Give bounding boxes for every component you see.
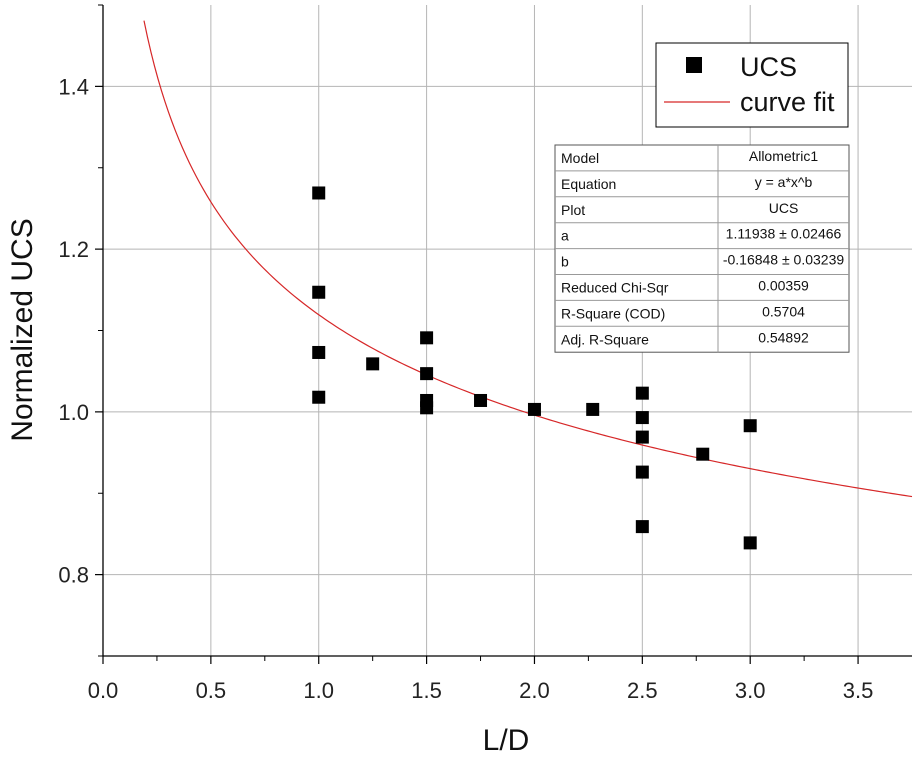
fit-table-label: Plot: [561, 202, 585, 218]
data-point-ucs: [420, 367, 434, 381]
x-tick-label: 2.5: [627, 678, 658, 703]
x-tick-label: 0.0: [88, 678, 119, 703]
fit-statistics-table: Model Allometric1 Equation y = a*x^b Plot UCS…: [554, 144, 850, 353]
y-tick-label: 1.0: [58, 400, 89, 425]
x-tick-label: 0.5: [196, 678, 227, 703]
data-point-ucs: [635, 465, 649, 479]
y-tick-label: 1.4: [58, 74, 89, 99]
data-point-ucs: [743, 419, 757, 433]
points-layer: [312, 186, 757, 550]
fit-table-value: 0.00359: [758, 278, 809, 294]
fit-table-label: Reduced Chi-Sqr: [561, 280, 669, 296]
fit-table-label: Equation: [561, 176, 616, 192]
fit-table-value: y = a*x^b: [755, 174, 813, 190]
fit-table-value: -0.16848 ± 0.03239: [723, 252, 845, 268]
data-point-ucs: [420, 401, 434, 415]
x-tick-label: 1.5: [411, 678, 442, 703]
legend-ucs-marker: [686, 57, 702, 73]
fit-table-value: 0.54892: [758, 329, 809, 345]
legend: UCS curve fit: [655, 42, 849, 128]
data-point-ucs: [635, 430, 649, 444]
x-axis-title: L/D: [483, 724, 530, 757]
data-point-ucs: [527, 402, 541, 416]
x-tick-label: 2.0: [519, 678, 550, 703]
data-point-ucs: [420, 331, 434, 345]
data-point-ucs: [743, 536, 757, 550]
data-point-ucs: [312, 345, 326, 359]
data-point-ucs: [635, 520, 649, 534]
data-point-ucs: [635, 386, 649, 400]
fit-table-label: Model: [561, 150, 599, 166]
x-tick-label: 3.5: [843, 678, 874, 703]
fit-table-label: a: [561, 228, 569, 244]
legend-curve-fit-label: curve fit: [740, 87, 835, 117]
y-tick-label: 1.2: [58, 237, 89, 262]
fit-table-value: Allometric1: [749, 148, 818, 164]
fit-table-value: UCS: [769, 200, 799, 216]
fit-table-label: Adj. R-Square: [561, 331, 649, 347]
fit-table-value: 1.11938 ± 0.02466: [726, 226, 842, 242]
data-point-ucs: [366, 357, 380, 371]
x-tick-label: 3.0: [735, 678, 766, 703]
fit-table-label: b: [561, 254, 569, 270]
data-point-ucs: [312, 390, 326, 404]
data-point-ucs: [586, 402, 600, 416]
data-point-ucs: [312, 285, 326, 299]
data-point-ucs: [474, 393, 488, 407]
data-point-ucs: [635, 411, 649, 425]
fit-table-label: R-Square (COD): [561, 305, 665, 321]
y-axis-title: Normalized UCS: [6, 218, 39, 441]
legend-ucs-label: UCS: [740, 52, 797, 82]
data-point-ucs: [312, 186, 326, 200]
y-tick-label: 0.8: [58, 563, 89, 588]
fit-table-value: 0.5704: [762, 303, 805, 319]
x-tick-label: 1.0: [303, 678, 334, 703]
data-point-ucs: [696, 447, 710, 461]
ticks: 0.0 0.5 1.0 1.5 2.0 2.5 3.0 3.5 0.8 1.0 1.2 1.4: [58, 4, 874, 703]
